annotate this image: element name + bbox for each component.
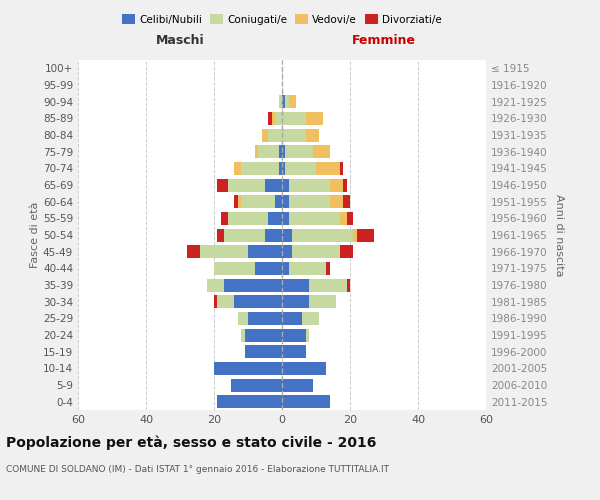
Bar <box>235 195 238 208</box>
Bar <box>255 145 258 158</box>
Bar <box>347 212 353 225</box>
Bar <box>214 295 217 308</box>
Bar <box>187 245 200 258</box>
Bar <box>217 395 282 408</box>
Bar <box>268 212 282 225</box>
Bar <box>238 312 248 325</box>
Bar <box>309 278 347 291</box>
Bar <box>282 262 289 275</box>
Bar <box>248 245 282 258</box>
Bar <box>265 178 282 192</box>
Bar <box>282 312 302 325</box>
Text: COMUNE DI SOLDANO (IM) - Dati ISTAT 1° gennaio 2016 - Elaborazione TUTTITALIA.IT: COMUNE DI SOLDANO (IM) - Dati ISTAT 1° g… <box>6 465 389 474</box>
Bar <box>245 328 282 342</box>
Bar <box>235 295 282 308</box>
Bar <box>255 262 282 275</box>
Bar <box>326 262 329 275</box>
Bar <box>224 228 265 241</box>
Bar <box>238 195 241 208</box>
Bar <box>292 245 340 258</box>
Bar <box>248 312 282 325</box>
Bar <box>353 228 357 241</box>
Bar <box>282 328 306 342</box>
Bar <box>306 112 323 125</box>
Bar <box>282 245 292 258</box>
Bar <box>241 195 275 208</box>
Bar <box>289 212 340 225</box>
Bar <box>262 128 268 141</box>
Bar <box>343 195 350 208</box>
Bar <box>309 295 337 308</box>
Text: Femmine: Femmine <box>352 34 416 46</box>
Bar <box>207 278 224 291</box>
Bar <box>347 278 350 291</box>
Bar <box>217 295 235 308</box>
Bar <box>282 95 286 108</box>
Bar <box>282 362 326 375</box>
Bar <box>241 328 245 342</box>
Bar <box>282 228 292 241</box>
Bar <box>282 278 309 291</box>
Bar <box>278 162 282 175</box>
Y-axis label: Anni di nascita: Anni di nascita <box>554 194 564 276</box>
Bar <box>282 162 286 175</box>
Bar <box>286 145 313 158</box>
Bar <box>282 128 306 141</box>
Bar <box>278 95 282 108</box>
Bar <box>231 378 282 392</box>
Bar <box>227 178 265 192</box>
Bar <box>268 112 272 125</box>
Bar <box>292 228 353 241</box>
Bar <box>289 262 326 275</box>
Bar <box>217 228 224 241</box>
Bar <box>282 345 306 358</box>
Bar <box>340 245 353 258</box>
Bar <box>217 178 227 192</box>
Bar <box>340 212 347 225</box>
Bar <box>227 212 268 225</box>
Bar <box>357 228 374 241</box>
Bar <box>306 128 319 141</box>
Bar <box>340 162 343 175</box>
Bar <box>282 395 329 408</box>
Bar <box>224 278 282 291</box>
Bar <box>286 162 316 175</box>
Bar <box>214 362 282 375</box>
Bar <box>306 328 309 342</box>
Bar <box>289 95 296 108</box>
Bar <box>275 112 282 125</box>
Bar <box>289 195 329 208</box>
Bar <box>286 95 289 108</box>
Bar <box>316 162 340 175</box>
Bar <box>278 145 282 158</box>
Bar <box>221 212 227 225</box>
Text: Popolazione per età, sesso e stato civile - 2016: Popolazione per età, sesso e stato civil… <box>6 435 376 450</box>
Bar <box>200 245 248 258</box>
Bar <box>272 112 275 125</box>
Bar <box>329 178 343 192</box>
Bar <box>282 212 289 225</box>
Bar <box>282 178 289 192</box>
Bar <box>289 178 329 192</box>
Bar <box>282 195 289 208</box>
Bar <box>245 345 282 358</box>
Bar <box>241 162 278 175</box>
Bar <box>214 262 255 275</box>
Bar <box>302 312 319 325</box>
Text: Maschi: Maschi <box>155 34 205 46</box>
Bar <box>282 378 313 392</box>
Legend: Celibi/Nubili, Coniugati/e, Vedovi/e, Divorziati/e: Celibi/Nubili, Coniugati/e, Vedovi/e, Di… <box>118 10 446 29</box>
Bar <box>258 145 278 158</box>
Bar <box>282 295 309 308</box>
Y-axis label: Fasce di età: Fasce di età <box>30 202 40 268</box>
Bar <box>282 112 306 125</box>
Bar <box>313 145 329 158</box>
Bar <box>282 145 286 158</box>
Bar <box>235 162 241 175</box>
Bar <box>265 228 282 241</box>
Bar <box>329 195 343 208</box>
Bar <box>343 178 347 192</box>
Bar <box>268 128 282 141</box>
Bar <box>275 195 282 208</box>
